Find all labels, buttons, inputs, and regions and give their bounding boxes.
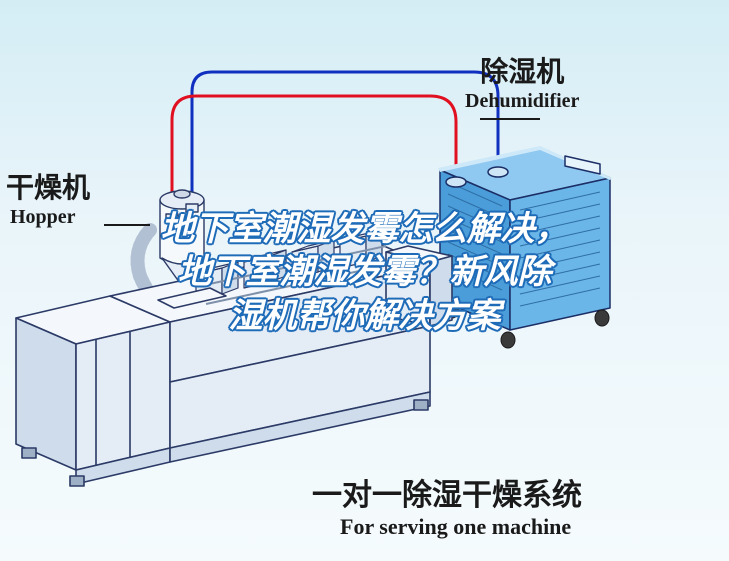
label-dehumidifier-cn: 除湿机 — [465, 50, 579, 90]
dehumidifier-unit — [438, 146, 612, 348]
label-hopper-en: Hopper — [6, 206, 90, 229]
label-system-cn: 一对一除湿干燥系统 — [312, 470, 582, 514]
main-machine — [16, 230, 452, 486]
label-system-en: For serving one machine — [312, 514, 582, 540]
label-system: 一对一除湿干燥系统 For serving one machine — [312, 470, 582, 540]
pipe-red — [172, 96, 456, 218]
leader-dehumidifier — [480, 118, 540, 120]
label-dehumidifier: 除湿机 Dehumidifier — [465, 50, 579, 113]
label-dehumidifier-en: Dehumidifier — [465, 90, 579, 113]
label-hopper: 干燥机 Hopper — [6, 166, 90, 229]
label-hopper-cn: 干燥机 — [6, 166, 90, 206]
leader-hopper — [104, 224, 150, 226]
